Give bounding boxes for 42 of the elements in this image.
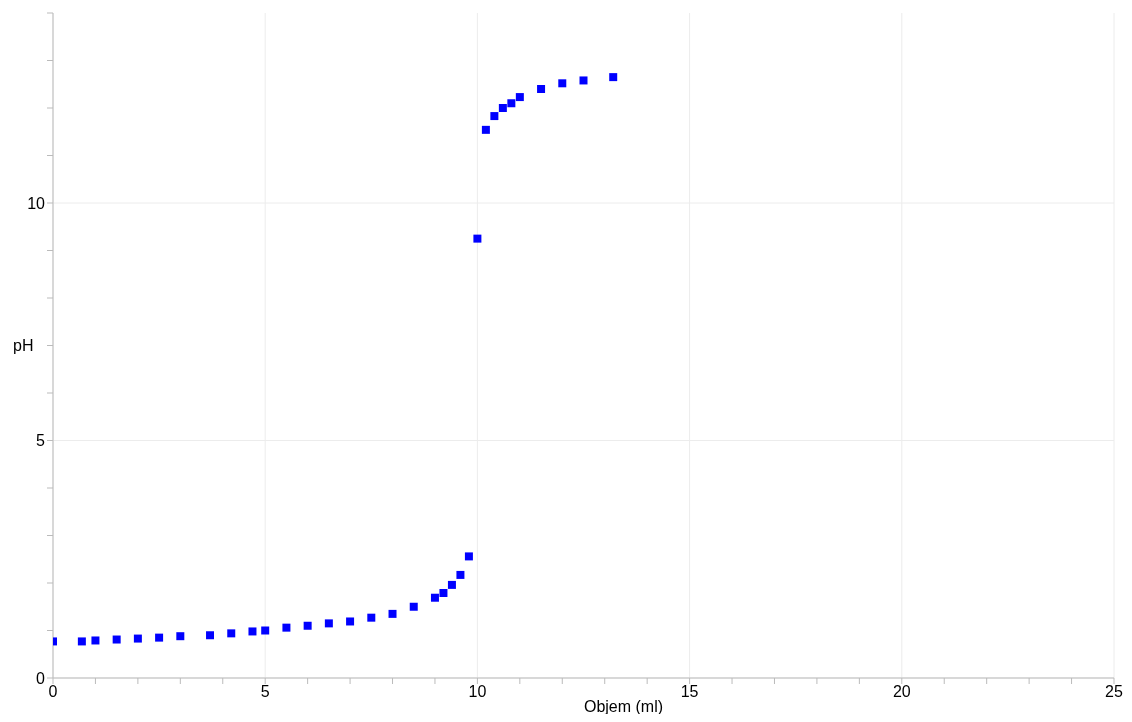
point: [507, 99, 516, 108]
point: [324, 619, 333, 628]
x-tick-label: 5: [260, 683, 270, 701]
point: [112, 635, 121, 644]
x-tick-label: 15: [680, 683, 699, 701]
point: [155, 633, 164, 642]
point: [515, 93, 524, 102]
point: [430, 593, 439, 602]
point: [248, 627, 257, 636]
point: [206, 631, 215, 640]
x-tick-label: 25: [1105, 683, 1123, 701]
point: [303, 621, 312, 630]
point: [439, 588, 448, 597]
point: [227, 629, 236, 638]
point: [261, 626, 270, 635]
point: [481, 125, 490, 134]
point: [456, 570, 465, 579]
point: [579, 76, 588, 85]
y-tick-label: 0: [36, 669, 46, 687]
point: [498, 104, 507, 112]
point: [409, 602, 418, 611]
y-tick-label: 5: [36, 432, 46, 450]
point: [176, 632, 185, 641]
y-tick-label: 10: [27, 194, 46, 212]
point: [91, 636, 100, 645]
x-tick-label: 20: [892, 683, 911, 701]
y-axis-title: pH: [13, 337, 34, 355]
point: [77, 637, 86, 646]
x-tick-label: 10: [468, 683, 487, 701]
point: [133, 634, 142, 643]
point: [609, 73, 618, 82]
point: [447, 580, 456, 589]
point: [464, 552, 473, 561]
point: [473, 234, 482, 243]
point: [367, 613, 376, 622]
point: [282, 623, 291, 632]
x-tick-label: 0: [48, 683, 58, 701]
point: [346, 617, 355, 626]
point: [537, 85, 546, 93]
point: [388, 609, 397, 618]
point: [558, 79, 567, 88]
point: [490, 112, 499, 121]
